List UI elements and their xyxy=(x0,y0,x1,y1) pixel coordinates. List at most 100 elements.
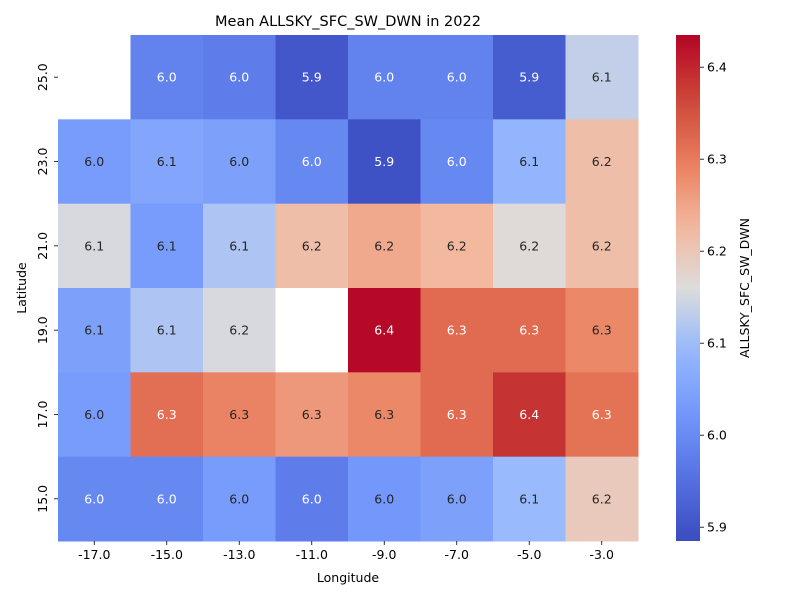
heatmap-cell xyxy=(130,456,204,542)
cell-value-label: 6.0 xyxy=(157,70,177,85)
heatmap-cell xyxy=(203,119,276,205)
cell-value-label: 5.9 xyxy=(302,70,322,85)
cell-value-label: 6.0 xyxy=(374,491,394,506)
heatmap-cell xyxy=(565,288,639,373)
heatmap-cell xyxy=(420,456,494,542)
x-tick-label: -13.0 xyxy=(223,547,255,562)
cell-value-label: 6.3 xyxy=(302,407,322,422)
heatmap-cell xyxy=(275,203,349,289)
cell-value-label: 5.9 xyxy=(374,154,394,169)
colorbar-tick-label: 6.3 xyxy=(707,152,727,167)
cell-value-label: 6.2 xyxy=(229,323,249,338)
y-axis-ticks: 25.0 23.0 21.0 19.0 17.0 15.0 xyxy=(35,63,58,513)
cell-value-label: 6.1 xyxy=(157,323,177,338)
colorbar-tick-label: 6.1 xyxy=(707,336,727,351)
x-tick-label: -17.0 xyxy=(78,547,110,562)
heatmap-cell xyxy=(348,119,421,205)
colorbar-tick-label: 6.0 xyxy=(707,428,727,443)
x-tick-label: -9.0 xyxy=(372,547,396,562)
cell-value-label: 6.0 xyxy=(84,407,104,422)
cell-value-label: 6.3 xyxy=(592,323,612,338)
heatmap-cell xyxy=(275,35,349,120)
heatmap-cell xyxy=(565,35,639,120)
cell-value-label: 6.3 xyxy=(519,323,539,338)
cell-value-label: 6.0 xyxy=(447,491,467,506)
heatmap-cell xyxy=(275,119,349,205)
cell-value-label: 6.3 xyxy=(592,407,612,422)
cell-value-label: 6.4 xyxy=(374,323,394,338)
x-axis-ticks: -17.0 -15.0 -13.0 -11.0 -9.0 -7.0 -5.0 -3.0 xyxy=(78,541,614,562)
heatmap-cell xyxy=(565,372,639,458)
cell-value-label: 6.2 xyxy=(302,238,322,253)
heatmap-cell xyxy=(58,119,131,205)
heatmap-cell xyxy=(203,35,276,120)
heatmap-cells: 6.0 6.0 5.9 6.0 6.0 5.9 6.1 6.0 6.1 6.0 6.0 5.9 6.0 6… xyxy=(58,35,639,542)
cell-value-label: 6.3 xyxy=(374,407,394,422)
heatmap-cell xyxy=(348,372,421,458)
heatmap-cell xyxy=(203,372,276,458)
heatmap-cell-missing xyxy=(58,35,131,120)
cell-value-label: 6.1 xyxy=(84,323,104,338)
heatmap-cell xyxy=(493,203,566,289)
cell-value-label: 6.3 xyxy=(447,407,467,422)
cell-value-label: 6.0 xyxy=(84,491,104,506)
cell-value-label: 6.0 xyxy=(229,70,249,85)
cell-value-label: 6.0 xyxy=(447,70,467,85)
cell-value-label: 6.0 xyxy=(157,491,177,506)
heatmap-cell xyxy=(58,456,131,542)
cell-value-label: 6.0 xyxy=(374,70,394,85)
cell-value-label: 6.3 xyxy=(447,323,467,338)
heatmap-cell xyxy=(203,456,276,542)
heatmap-cell xyxy=(493,372,566,458)
heatmap-cell xyxy=(420,119,494,205)
heatmap-cell xyxy=(493,119,566,205)
cell-value-label: 6.2 xyxy=(519,238,539,253)
cell-value-label: 6.2 xyxy=(592,491,612,506)
heatmap-cell xyxy=(130,203,204,289)
cell-value-label: 6.1 xyxy=(519,491,539,506)
y-tick-label: 19.0 xyxy=(35,316,50,344)
cell-value-label: 6.1 xyxy=(157,238,177,253)
cell-value-label: 6.4 xyxy=(519,407,539,422)
y-tick-label: 21.0 xyxy=(35,232,50,260)
heatmap-cell xyxy=(420,288,494,373)
x-tick-label: -7.0 xyxy=(445,547,469,562)
heatmap-cell xyxy=(58,372,131,458)
heatmap-cell-missing xyxy=(275,288,349,373)
y-tick-label: 15.0 xyxy=(35,485,50,513)
heatmap-cell xyxy=(203,203,276,289)
y-tick-label: 17.0 xyxy=(35,401,50,429)
heatmap-cell xyxy=(58,288,131,373)
cell-value-label: 5.9 xyxy=(519,70,539,85)
heatmap-cell xyxy=(493,456,566,542)
cell-value-label: 6.2 xyxy=(447,238,467,253)
cell-value-label: 6.0 xyxy=(447,154,467,169)
heatmap-cell xyxy=(130,35,204,120)
cell-value-label: 6.0 xyxy=(229,154,249,169)
colorbar xyxy=(676,35,700,541)
heatmap-cell xyxy=(420,203,494,289)
heatmap-cell xyxy=(130,119,204,205)
heatmap-cell xyxy=(130,288,204,373)
cell-value-label: 6.0 xyxy=(302,154,322,169)
heatmap-cell xyxy=(348,35,421,120)
cell-value-label: 6.3 xyxy=(157,407,177,422)
heatmap-cell xyxy=(493,288,566,373)
heatmap-cell xyxy=(348,203,421,289)
colorbar-tick-label: 6.2 xyxy=(707,244,727,259)
heatmap-cell xyxy=(130,372,204,458)
heatmap-cell xyxy=(348,288,421,373)
x-tick-label: -15.0 xyxy=(151,547,183,562)
x-tick-label: -3.0 xyxy=(590,547,614,562)
x-axis-label: Longitude xyxy=(317,570,379,585)
cell-value-label: 6.2 xyxy=(374,238,394,253)
colorbar-tick-label: 6.4 xyxy=(707,60,727,75)
heatmap-cell xyxy=(565,456,639,542)
colorbar-ticks: 5.9 6.0 6.1 6.2 6.3 6.4 xyxy=(700,60,727,535)
cell-value-label: 6.0 xyxy=(84,154,104,169)
chart-title: Mean ALLSKY_SFC_SW_DWN in 2022 xyxy=(215,14,481,30)
x-tick-label: -5.0 xyxy=(517,547,541,562)
colorbar-label: ALLSKY_SFC_SW_DWN xyxy=(737,218,752,358)
heatmap-cell xyxy=(275,456,349,542)
